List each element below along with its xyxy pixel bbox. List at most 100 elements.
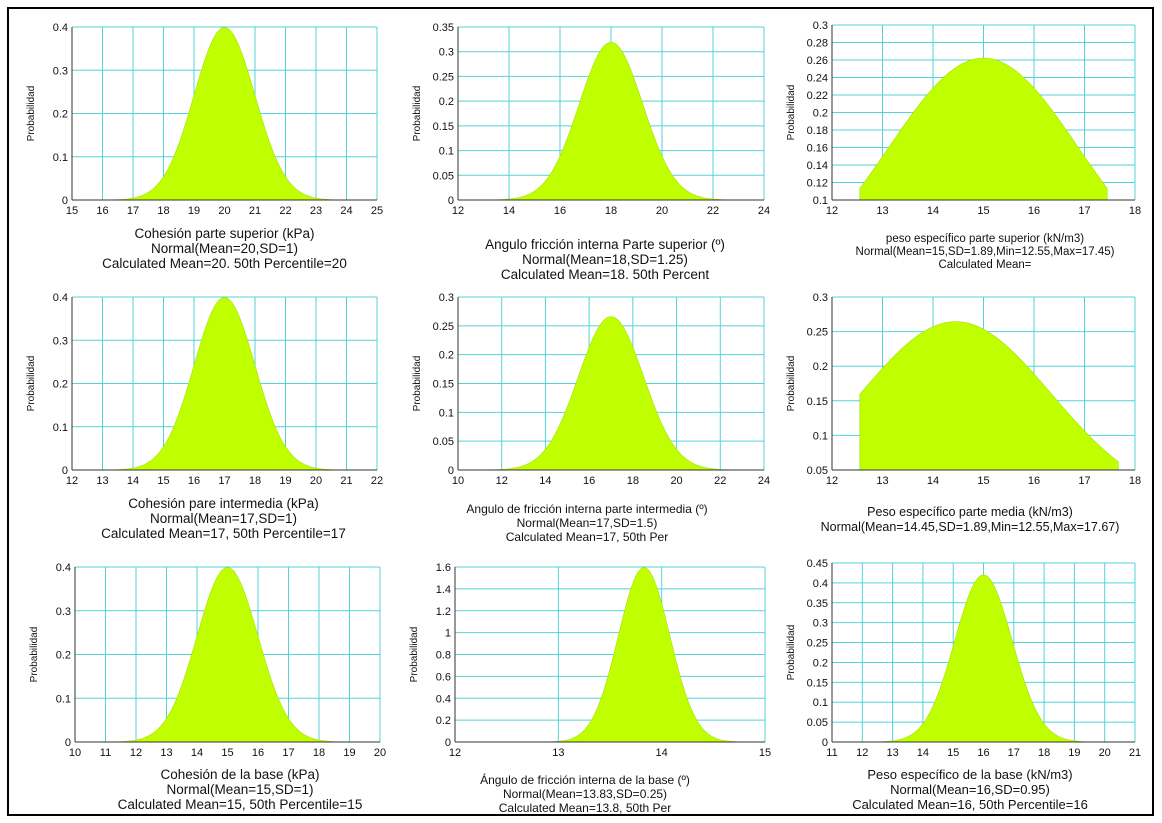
y-tick-label: 0.26 bbox=[807, 55, 828, 67]
data-point bbox=[315, 197, 318, 200]
x-tick-label: 12 bbox=[826, 475, 838, 487]
x-tick-label: 14 bbox=[917, 747, 929, 759]
y-tick-label: 0.25 bbox=[807, 638, 828, 650]
x-tick-label: 18 bbox=[1129, 205, 1141, 217]
data-point bbox=[982, 57, 985, 60]
data-point bbox=[610, 315, 613, 318]
data-point bbox=[318, 739, 321, 742]
data-point bbox=[921, 722, 924, 725]
x-tick-label: 14 bbox=[191, 747, 203, 759]
y-tick-label: 0.25 bbox=[433, 71, 454, 83]
y-tick-label: 0.1 bbox=[813, 430, 828, 442]
caption-line: Normal(Mean=18,SD=1.25) bbox=[522, 252, 688, 267]
chart-panel: Probabilidad 12 13 14 15 16 17 18 19 20 21 22 0 0.1 0.… bbox=[26, 292, 383, 487]
x-tick-label: 14 bbox=[656, 747, 668, 759]
data-point bbox=[196, 635, 199, 638]
y-tick-label: 0.25 bbox=[807, 327, 828, 339]
data-point bbox=[982, 573, 985, 576]
data-point bbox=[132, 197, 135, 200]
caption-title: Peso específico de la base (kN/m3) bbox=[867, 767, 1073, 782]
caption-3: peso específico parte superior (kN/m3) N… bbox=[820, 233, 1150, 272]
caption-line: Calculated Mean=15, 50th Percentile=15 bbox=[117, 797, 363, 812]
data-point bbox=[223, 296, 226, 299]
x-tick-label: 20 bbox=[310, 475, 322, 487]
x-tick-label: 18 bbox=[605, 205, 617, 217]
y-tick-label: 0.3 bbox=[56, 606, 71, 618]
caption-line: Normal(Mean=20,SD=1) bbox=[150, 241, 299, 256]
x-tick-label: 10 bbox=[69, 747, 81, 759]
data-point bbox=[162, 175, 165, 178]
y-tick-label: 1.6 bbox=[436, 562, 451, 574]
data-point bbox=[932, 325, 935, 328]
y-tick-label: 0 bbox=[65, 737, 71, 749]
x-tick-label: 16 bbox=[977, 747, 989, 759]
y-tick-label: 0 bbox=[62, 195, 68, 207]
y-axis-label: Probabilidad bbox=[412, 356, 423, 412]
y-axis-label: Probabilidad bbox=[786, 625, 797, 681]
caption-title: Cohesión pare intermedia (kPa) bbox=[128, 496, 319, 511]
x-tick-label: 22 bbox=[707, 205, 719, 217]
y-tick-label: 0.05 bbox=[807, 465, 828, 477]
x-tick-label: 15 bbox=[947, 747, 959, 759]
data-point bbox=[533, 190, 536, 193]
density-area bbox=[859, 321, 1119, 471]
caption-title: Ángulo de fricción interna de la base (º… bbox=[480, 773, 690, 787]
x-tick-label: 11 bbox=[826, 747, 837, 759]
x-tick-label: 12 bbox=[449, 747, 461, 759]
density-area bbox=[458, 41, 764, 201]
y-tick-label: 0 bbox=[445, 737, 451, 749]
x-tick-label: 17 bbox=[1078, 205, 1090, 217]
x-tick-label: 18 bbox=[157, 205, 169, 217]
caption-5: Angulo de fricción interna parte interme… bbox=[422, 502, 752, 544]
x-tick-label: 12 bbox=[826, 205, 838, 217]
x-tick-label: 22 bbox=[371, 475, 383, 487]
y-tick-label: 0.35 bbox=[807, 598, 828, 610]
x-tick-label: 24 bbox=[758, 205, 770, 217]
y-tick-label: 0 bbox=[822, 737, 828, 749]
data-point bbox=[858, 392, 861, 395]
x-tick-label: 25 bbox=[371, 205, 383, 217]
caption-9: Peso específico de la base (kN/m3) Norma… bbox=[795, 767, 1145, 812]
caption-title: Angulo de fricción interna parte interme… bbox=[466, 502, 708, 516]
x-tick-label: 17 bbox=[1078, 475, 1090, 487]
caption-line: Normal(Mean=15,SD=1) bbox=[166, 782, 314, 797]
x-tick-label: 17 bbox=[282, 747, 294, 759]
x-tick-label: 12 bbox=[496, 475, 508, 487]
data-point bbox=[559, 160, 562, 163]
x-tick-label: 17 bbox=[218, 475, 230, 487]
data-point bbox=[162, 445, 165, 448]
y-tick-label: 0.45 bbox=[807, 558, 828, 570]
y-tick-label: 0.2 bbox=[53, 379, 68, 391]
x-tick-label: 16 bbox=[188, 475, 200, 487]
data-point bbox=[1106, 185, 1109, 188]
data-point bbox=[1033, 86, 1036, 89]
data-point bbox=[544, 448, 547, 451]
data-point bbox=[694, 717, 697, 720]
y-tick-label: 0.35 bbox=[433, 22, 454, 34]
data-point bbox=[952, 645, 955, 648]
data-point bbox=[635, 84, 638, 87]
data-point bbox=[617, 635, 620, 638]
y-tick-label: 0.12 bbox=[807, 178, 828, 190]
data-point bbox=[193, 94, 196, 97]
y-tick-label: 0.3 bbox=[439, 47, 454, 59]
y-tick-label: 0.18 bbox=[807, 125, 828, 137]
x-tick-label: 21 bbox=[340, 475, 352, 487]
y-tick-label: 1.2 bbox=[436, 606, 451, 618]
y-tick-label: 0 bbox=[448, 465, 454, 477]
data-point bbox=[675, 448, 678, 451]
caption-line: Normal(Mean=14.45,SD=1.89,Min=12.55,Max=… bbox=[820, 520, 1120, 534]
y-tick-label: 0.8 bbox=[436, 650, 451, 662]
chart-panel: Probabilidad 11 12 13 14 15 16 17 18 19 20 21 0 0.05 0… bbox=[786, 558, 1141, 759]
x-tick-label: 15 bbox=[977, 205, 989, 217]
x-tick-label: 18 bbox=[1038, 747, 1050, 759]
data-point bbox=[881, 372, 884, 375]
data-point bbox=[643, 566, 646, 569]
y-tick-label: 0.4 bbox=[813, 578, 828, 590]
y-tick-label: 0.6 bbox=[436, 671, 451, 683]
x-tick-label: 18 bbox=[1129, 475, 1141, 487]
x-tick-label: 13 bbox=[552, 747, 564, 759]
y-tick-label: 0.1 bbox=[439, 146, 454, 158]
caption-1: Cohesión parte superior (kPa) Normal(Mea… bbox=[62, 226, 387, 271]
